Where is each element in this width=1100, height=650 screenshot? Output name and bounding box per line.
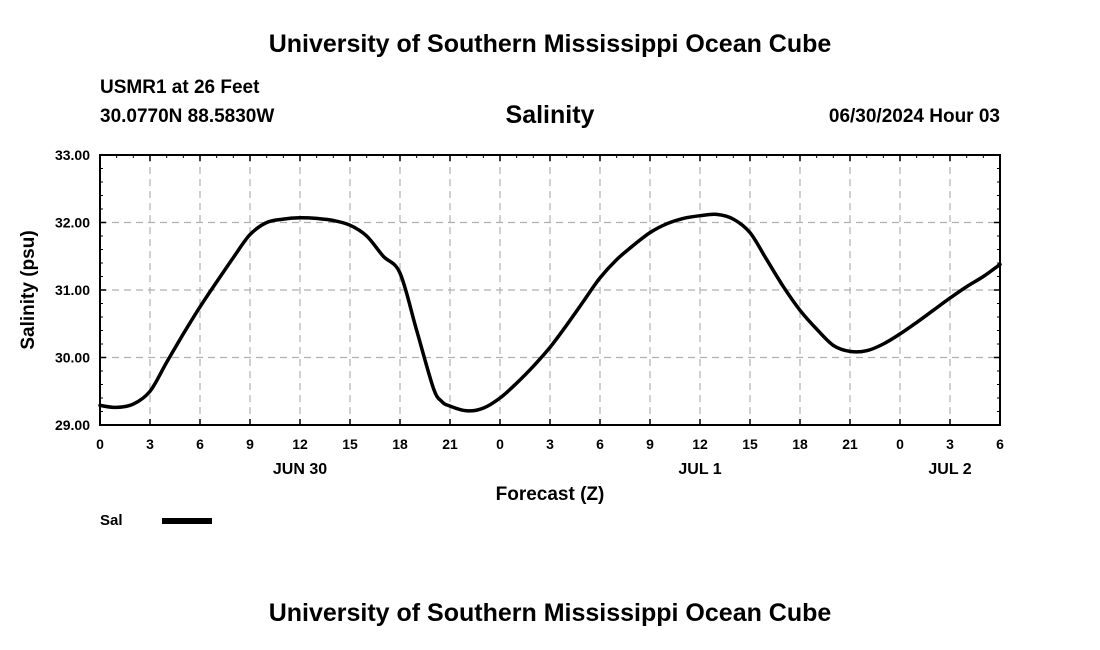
page-title: University of Southern Mississippi Ocean… [268, 30, 832, 58]
axis-labels: 0 3 6 9 12 15 18 21 0 3 6 9 12 15 18 21 0 3 6 29.00 30.00 31.… [55, 147, 1004, 478]
x-tick-label: 15 [342, 436, 358, 452]
x-tick-label: 18 [392, 436, 408, 452]
x-tick-label: 6 [196, 436, 204, 452]
x-tick-label: 21 [442, 436, 458, 452]
x-tick-label: 3 [546, 436, 554, 452]
y-tick-label: 32.00 [55, 215, 90, 231]
coordinates-label: 30.0770N 88.5830W [100, 106, 275, 127]
x-tick-label: 15 [742, 436, 758, 452]
series-line-sal [98, 212, 1002, 413]
x-tick-label: 0 [896, 436, 904, 452]
chart-title: Salinity [505, 101, 595, 129]
station-label: USMR1 at 26 Feet [100, 77, 260, 98]
legend: Sal [100, 512, 212, 529]
x-tick-label: 6 [996, 436, 1004, 452]
x-tick-label: 0 [96, 436, 104, 452]
grid [100, 155, 1000, 425]
x-tick-label: 12 [292, 436, 308, 452]
footer-title: University of Southern Mississippi Ocean… [268, 599, 832, 627]
x-tick-label: 3 [146, 436, 154, 452]
y-tick-label: 31.00 [55, 282, 90, 298]
datetime-label: 06/30/2024 Hour 03 [828, 106, 1000, 127]
x-tick-label: 9 [246, 436, 254, 452]
day-label: JUL 1 [678, 461, 721, 478]
legend-label-sal: Sal [100, 512, 123, 529]
day-label: JUN 30 [273, 461, 327, 478]
y-tick-label: 29.00 [55, 417, 90, 433]
axis-ticks [99, 154, 1001, 426]
y-tick-label: 30.00 [55, 350, 90, 366]
y-axis-title: Salinity (psu) [18, 230, 39, 349]
x-tick-label: 6 [596, 436, 604, 452]
x-tick-label: 3 [946, 436, 954, 452]
day-label: JUL 2 [928, 461, 971, 478]
x-tick-label: 0 [496, 436, 504, 452]
x-axis-title: Forecast (Z) [496, 484, 605, 505]
x-tick-label: 9 [646, 436, 654, 452]
x-tick-label: 12 [692, 436, 708, 452]
x-tick-label: 21 [842, 436, 858, 452]
y-tick-label: 33.00 [55, 147, 90, 163]
x-tick-label: 18 [792, 436, 808, 452]
